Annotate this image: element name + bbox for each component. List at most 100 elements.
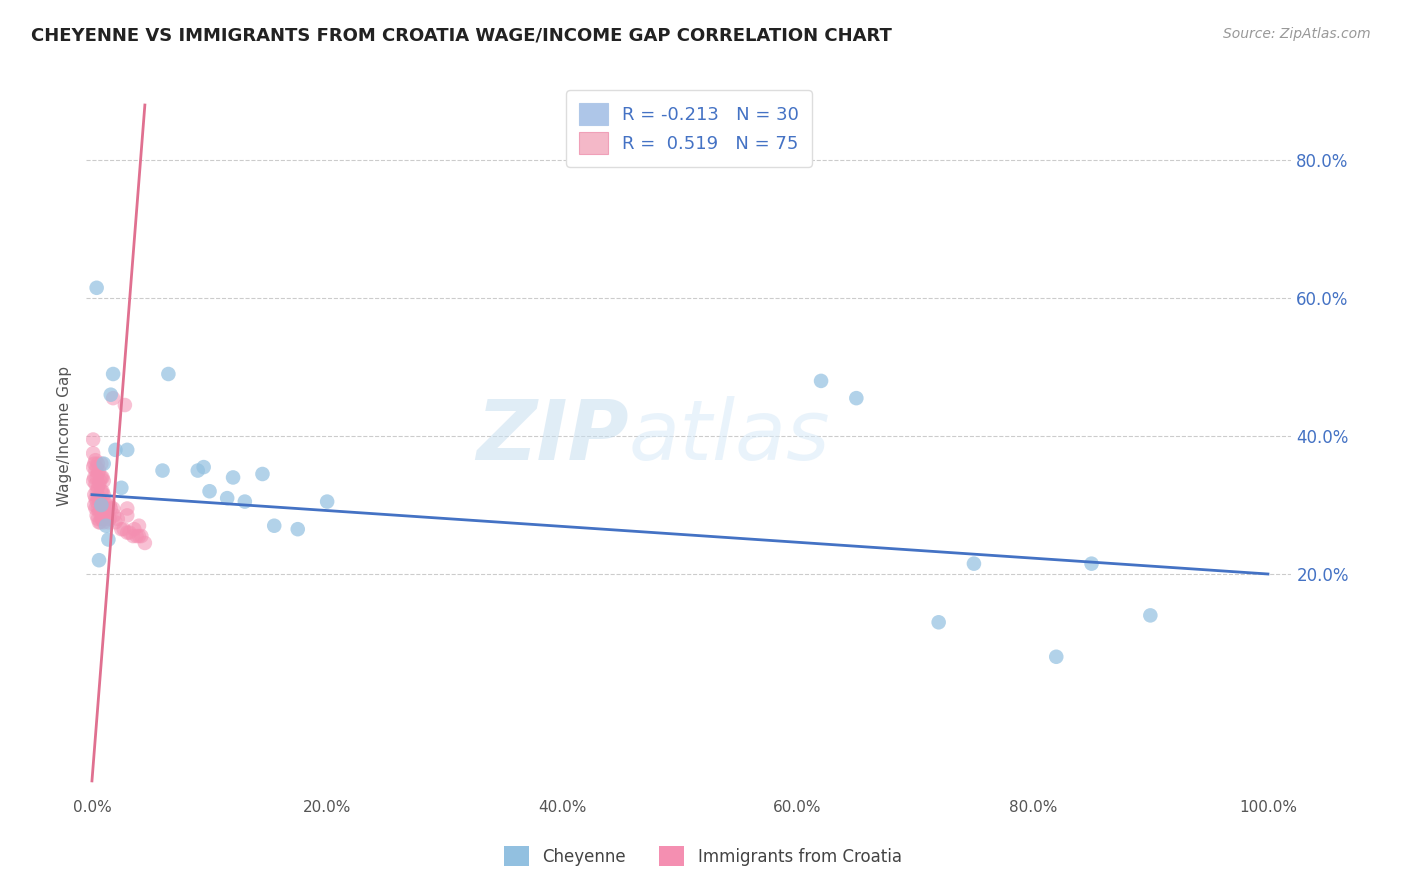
Point (94, 518, 117, 533)
Point (217, 491, 239, 505)
Point (98, 512, 121, 526)
Point (90, 484, 112, 499)
Point (87, 512, 110, 526)
Point (84, 491, 107, 505)
Point (87, 467, 110, 481)
Point (83, 488, 105, 502)
Point (87, 457, 110, 471)
Point (83, 457, 105, 471)
Point (96, 508, 118, 523)
Point (93, 474, 115, 488)
Point (963, 557, 986, 571)
Text: atlas: atlas (628, 395, 830, 476)
Point (82, 433, 104, 447)
Point (90, 457, 112, 471)
Point (104, 516, 127, 530)
Point (122, 529, 145, 543)
Point (157, 367, 180, 381)
Point (87, 481, 110, 495)
Point (128, 518, 150, 533)
Point (82, 460, 104, 475)
Point (87, 477, 110, 491)
Point (90, 498, 112, 512)
Point (87, 553, 110, 567)
Point (263, 518, 285, 533)
Point (124, 522, 146, 536)
Point (93, 457, 115, 471)
Point (115, 525, 138, 540)
Point (98, 498, 121, 512)
Point (101, 391, 124, 405)
Y-axis label: Wage/Income Gap: Wage/Income Gap (58, 366, 72, 506)
Point (1139, 608, 1161, 623)
Point (198, 484, 221, 499)
Point (96, 501, 118, 516)
Point (84, 464, 107, 478)
Legend: Cheyenne, Immigrants from Croatia: Cheyenne, Immigrants from Croatia (496, 838, 910, 875)
Point (125, 529, 148, 543)
Point (193, 460, 215, 475)
Point (316, 494, 339, 508)
Point (89, 516, 111, 530)
Point (187, 464, 209, 478)
Point (87, 516, 110, 530)
Point (110, 522, 132, 536)
Point (101, 367, 124, 381)
Point (86, 470, 108, 484)
Point (233, 494, 256, 508)
Point (97, 516, 120, 530)
Point (97, 533, 120, 547)
Point (87, 505, 110, 519)
Point (115, 508, 138, 523)
Point (84, 477, 107, 491)
Point (86, 484, 108, 499)
Point (83, 498, 105, 512)
Point (89, 474, 111, 488)
Point (90, 470, 112, 484)
Text: ZIP: ZIP (475, 395, 628, 476)
Legend: R = -0.213   N = 30, R =  0.519   N = 75: R = -0.213 N = 30, R = 0.519 N = 75 (567, 90, 811, 167)
Point (86, 508, 108, 523)
Point (94, 512, 117, 526)
Point (89, 503, 111, 517)
Point (152, 464, 174, 478)
Point (87, 464, 110, 478)
Point (84, 453, 107, 467)
Point (93, 501, 115, 516)
Point (86, 460, 108, 475)
Point (1045, 649, 1067, 664)
Point (90, 498, 112, 512)
Point (222, 470, 245, 484)
Point (118, 525, 141, 540)
Point (94, 498, 117, 512)
Point (87, 491, 110, 505)
Point (84, 501, 107, 516)
Text: CHEYENNE VS IMMIGRANTS FROM CROATIA WAGE/INCOME GAP CORRELATION CHART: CHEYENNE VS IMMIGRANTS FROM CROATIA WAGE… (31, 27, 891, 45)
Point (93, 488, 115, 502)
Point (91, 500, 114, 514)
Point (100, 387, 122, 401)
Point (91, 512, 114, 526)
Point (128, 529, 150, 543)
Point (89, 491, 111, 505)
Point (107, 512, 129, 526)
Point (103, 508, 125, 523)
Point (115, 501, 138, 516)
Point (94, 494, 117, 508)
Point (91, 470, 114, 484)
Point (810, 374, 832, 388)
Point (94, 508, 117, 523)
Point (82, 446, 104, 460)
Point (1080, 557, 1102, 571)
Point (101, 501, 124, 516)
Point (86, 494, 108, 508)
Text: Source: ZipAtlas.com: Source: ZipAtlas.com (1223, 27, 1371, 41)
Point (90, 512, 112, 526)
Point (134, 536, 156, 550)
Point (287, 522, 309, 536)
Point (104, 442, 127, 457)
Point (91, 484, 114, 499)
Point (928, 615, 950, 630)
Point (87, 491, 110, 505)
Point (131, 529, 153, 543)
